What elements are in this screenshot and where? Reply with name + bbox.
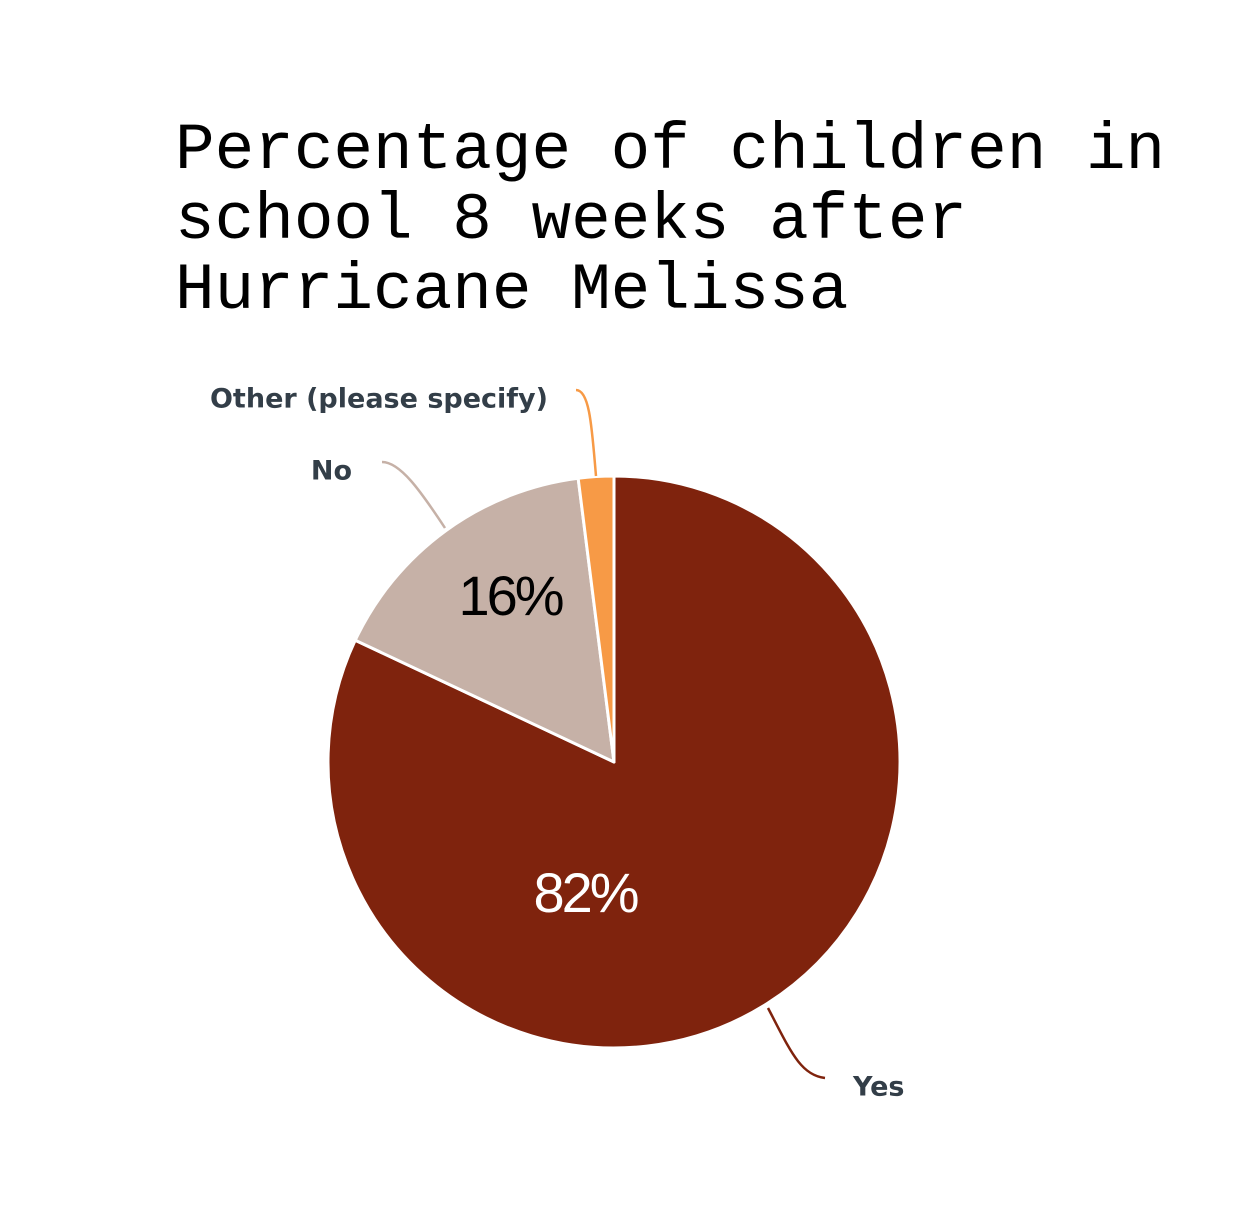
category-label: Yes (852, 1072, 904, 1103)
leader-line (575, 388, 598, 477)
chart-title: Percentage of children in school 8 weeks… (175, 113, 1166, 328)
category-label: No (311, 456, 352, 487)
leader-line (766, 1007, 826, 1080)
pie-slice (576, 474, 616, 764)
value-label: 16% (458, 564, 562, 627)
leader-line (381, 460, 447, 529)
pie-slice (353, 476, 616, 764)
category-label: Other (please specify) (210, 384, 548, 415)
value-label: 82% (533, 861, 637, 924)
